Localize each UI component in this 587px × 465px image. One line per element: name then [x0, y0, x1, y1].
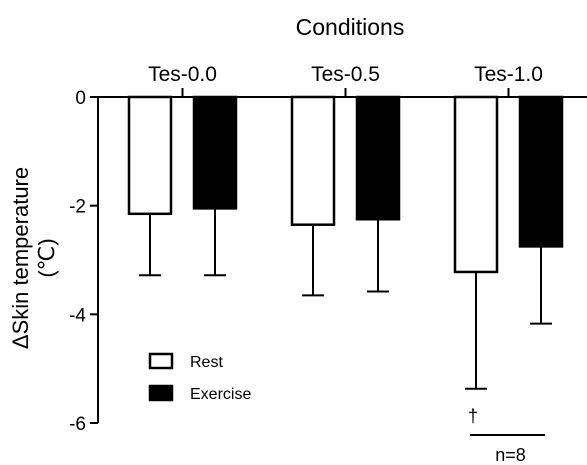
bars	[127, 95, 564, 390]
bar-exercise	[192, 95, 238, 210]
y-tick-label: 0	[75, 88, 86, 109]
bar-rest	[290, 95, 336, 226]
legend: Rest Exercise	[148, 352, 251, 403]
legend-label: Rest	[190, 354, 223, 371]
x-axis: Tes-0.0 Tes-0.5 Tes-1.0	[98, 63, 587, 98]
y-tick-label: -6	[69, 414, 86, 435]
x-category-label: Tes-0.5	[311, 63, 380, 86]
bar-rest	[127, 95, 173, 216]
chart-title: Conditions	[296, 14, 405, 40]
sample-size-label: n=8	[495, 445, 526, 465]
legend-label: Exercise	[190, 386, 251, 403]
y-axis: 0 -2 -4 -6	[69, 88, 99, 435]
legend-swatch-exercise	[148, 384, 174, 402]
annotations: † n=8	[468, 406, 545, 465]
y-tick-label: -2	[69, 197, 86, 218]
x-category-label: Tes-1.0	[474, 63, 543, 86]
y-axis-label: ΔSkin temperature (℃)	[8, 167, 59, 349]
y-axis-label-line1: ΔSkin temperature	[8, 167, 33, 349]
bar-rest	[453, 95, 499, 274]
bar-exercise	[355, 95, 401, 221]
y-axis-label-line2: (℃)	[34, 238, 59, 277]
x-category-label: Tes-0.0	[148, 63, 217, 86]
legend-swatch-rest	[148, 352, 174, 370]
dagger-marker: †	[468, 406, 478, 426]
bar-exercise	[518, 95, 564, 248]
y-tick-label: -4	[69, 305, 86, 326]
